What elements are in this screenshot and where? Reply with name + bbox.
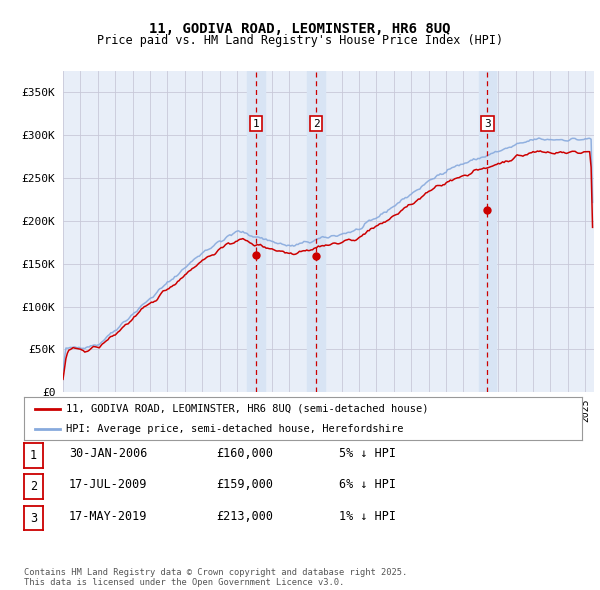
Text: £213,000: £213,000 [216,510,273,523]
Text: Price paid vs. HM Land Registry's House Price Index (HPI): Price paid vs. HM Land Registry's House … [97,34,503,47]
Text: 17-JUL-2009: 17-JUL-2009 [69,478,148,491]
Text: 1% ↓ HPI: 1% ↓ HPI [339,510,396,523]
Text: 1: 1 [253,119,259,129]
Text: 1: 1 [30,449,37,462]
Text: 11, GODIVA ROAD, LEOMINSTER, HR6 8UQ: 11, GODIVA ROAD, LEOMINSTER, HR6 8UQ [149,22,451,36]
Text: 6% ↓ HPI: 6% ↓ HPI [339,478,396,491]
Text: Contains HM Land Registry data © Crown copyright and database right 2025.
This d: Contains HM Land Registry data © Crown c… [24,568,407,587]
Text: 17-MAY-2019: 17-MAY-2019 [69,510,148,523]
Bar [479,71,496,392]
Text: 2: 2 [313,119,320,129]
Bar [247,71,265,392]
Text: £159,000: £159,000 [216,478,273,491]
Text: 30-JAN-2006: 30-JAN-2006 [69,447,148,460]
Text: 3: 3 [30,512,37,525]
Text: £160,000: £160,000 [216,447,273,460]
Text: 3: 3 [484,119,491,129]
Text: HPI: Average price, semi-detached house, Herefordshire: HPI: Average price, semi-detached house,… [66,424,403,434]
Text: 5% ↓ HPI: 5% ↓ HPI [339,447,396,460]
Text: 11, GODIVA ROAD, LEOMINSTER, HR6 8UQ (semi-detached house): 11, GODIVA ROAD, LEOMINSTER, HR6 8UQ (se… [66,404,428,414]
Bar [307,71,325,392]
Text: 2: 2 [30,480,37,493]
